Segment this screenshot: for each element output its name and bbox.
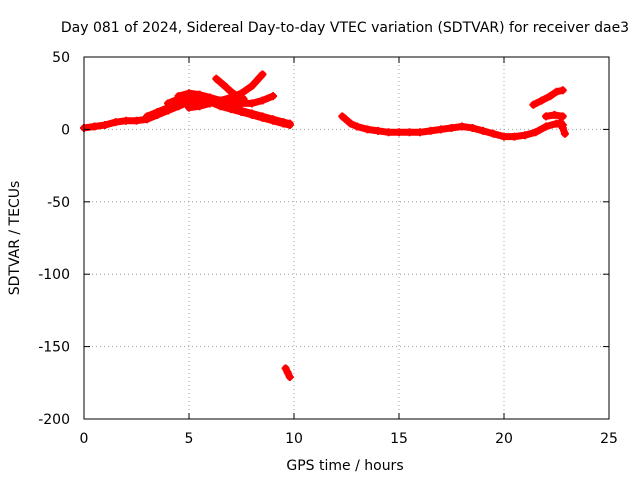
y-tick-label: 50 <box>52 50 70 66</box>
series-arc-8 <box>338 112 567 141</box>
axis-ticks: 0 5 10 15 20 25 -200 -150 -100 -50 0 50 <box>38 50 618 447</box>
y-tick-label: 0 <box>61 122 70 138</box>
series-arc-10 <box>542 110 567 121</box>
data-point <box>285 121 294 130</box>
x-tick-label: 20 <box>495 431 513 447</box>
data-point <box>558 86 567 95</box>
data-point-trail <box>248 70 266 90</box>
data-point <box>560 129 569 138</box>
data-point <box>269 92 277 101</box>
data-points <box>80 70 569 382</box>
x-tick-label: 0 <box>80 431 89 447</box>
x-tick-label: 5 <box>185 431 194 447</box>
series-arc-7 <box>281 364 294 382</box>
chart-title: Day 081 of 2024, Sidereal Day-to-day VTE… <box>61 20 629 36</box>
x-tick-label: 15 <box>390 431 408 447</box>
x-axis-label: GPS time / hours <box>286 458 403 474</box>
y-tick-label: -150 <box>38 340 70 356</box>
y-tick-label: -50 <box>47 195 70 211</box>
data-point <box>239 94 248 103</box>
series-arc-6 <box>212 74 248 103</box>
data-point <box>285 373 294 382</box>
grid-lines <box>84 57 609 419</box>
x-tick-label: 10 <box>285 431 303 447</box>
y-axis-label: SDTVAR / TECUs <box>7 181 23 296</box>
y-tick-label: -200 <box>38 412 70 428</box>
y-tick-label: -100 <box>38 267 70 283</box>
x-tick-label: 25 <box>600 431 618 447</box>
data-point <box>258 70 267 79</box>
series-arc-9 <box>529 86 567 109</box>
data-point <box>558 112 567 121</box>
plot-frame <box>83 56 610 420</box>
series-arc-11 <box>556 118 569 138</box>
